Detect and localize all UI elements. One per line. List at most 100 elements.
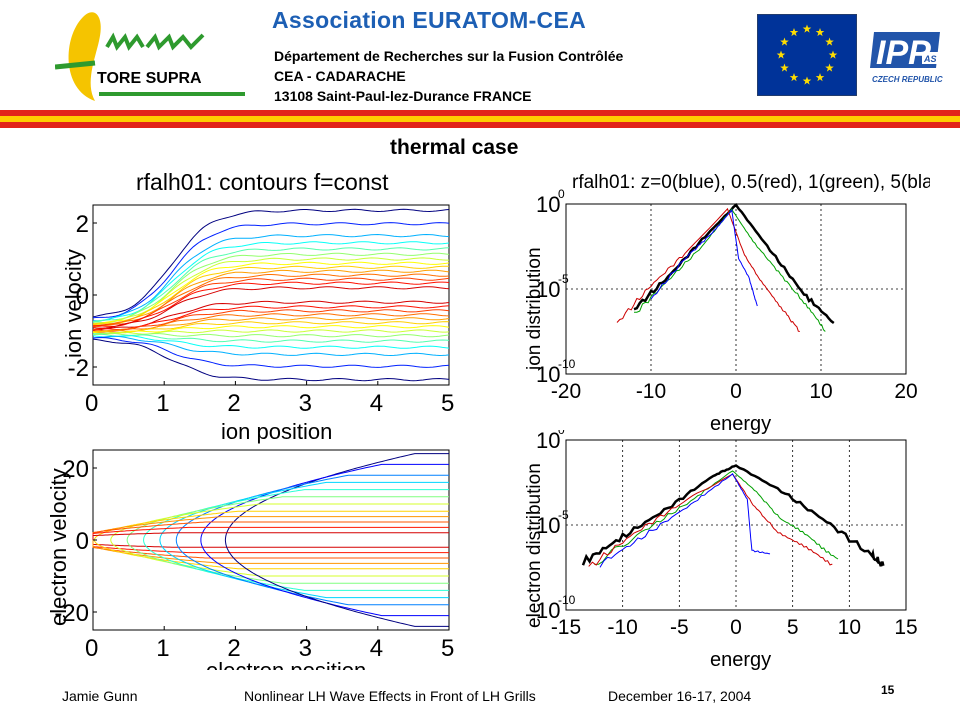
x-tick-label: -10 xyxy=(636,380,666,403)
distribution-series xyxy=(599,473,771,568)
contour-line xyxy=(92,332,450,338)
contour-line xyxy=(92,335,450,349)
x-tick-label: 10 xyxy=(838,616,861,639)
org-department: Département de Recherches sur la Fusion … xyxy=(274,48,624,64)
x-tick-label: 1 xyxy=(156,635,169,662)
y-tick-label: 0 xyxy=(76,283,89,310)
header-stripes xyxy=(0,110,960,128)
ion-contour-xlabel: ion position xyxy=(221,419,332,444)
contour-line xyxy=(92,222,450,319)
eu-star xyxy=(802,76,812,85)
x-tick-label: 10 xyxy=(809,380,832,403)
tore-supra-logo: TORE SUPRA xyxy=(55,12,245,101)
x-tick-label: -10 xyxy=(607,616,637,639)
electron-contour-plot: 0 1 2 3 4 5 -20 0 20 electron position electron … xyxy=(46,449,454,670)
y-tick-base: 10 xyxy=(536,430,560,453)
ion-contour-title: rfalh01: contours f=const xyxy=(136,169,389,195)
page-number: 15 xyxy=(881,683,895,697)
distribution-series xyxy=(581,464,885,567)
eu-star xyxy=(776,50,786,59)
ion-dist-xlabel: energy xyxy=(710,413,771,435)
contour-line xyxy=(92,325,450,335)
footer-talk-title: Nonlinear LH Wave Effects in Front of LH… xyxy=(244,688,536,704)
contour-line xyxy=(92,261,450,326)
electron-contour-xlabel: electron position xyxy=(206,658,366,670)
eu-star xyxy=(789,28,799,37)
distribution-series xyxy=(588,473,833,567)
x-tick-label: 0 xyxy=(730,616,742,639)
x-tick-label: 4 xyxy=(370,390,383,417)
ion-distribution-plot: rfalh01: z=0(blue), 0.5(red), 1(green), … xyxy=(524,172,930,435)
contour-line xyxy=(92,532,449,540)
eu-star xyxy=(815,73,825,82)
contour-line xyxy=(92,321,450,334)
org-title: Association EURATOM-CEA xyxy=(272,7,587,33)
contour-line xyxy=(110,540,449,577)
logo-text: TORE SUPRA xyxy=(97,70,202,87)
contour-line xyxy=(92,252,450,323)
x-tick-label: 5 xyxy=(787,616,799,639)
contour-line xyxy=(159,540,449,599)
y-tick-label: -2 xyxy=(68,355,89,382)
eu-star xyxy=(828,50,838,59)
contour-line xyxy=(92,208,450,318)
contour-line xyxy=(92,265,450,325)
eu-star xyxy=(780,37,789,46)
distribution-series xyxy=(633,208,826,332)
x-tick-label: 2 xyxy=(227,390,240,417)
contour-line xyxy=(92,338,450,382)
x-tick-label: -15 xyxy=(551,616,581,639)
y-tick-label: -20 xyxy=(54,600,89,627)
contour-line xyxy=(92,337,450,368)
x-tick-label: 0 xyxy=(85,635,98,662)
contour-line xyxy=(92,269,450,326)
contour-line xyxy=(92,309,450,332)
y-tick-base: 10 xyxy=(536,513,560,538)
contour-line xyxy=(159,481,449,540)
contour-line xyxy=(92,286,450,329)
eu-star xyxy=(780,63,789,72)
y-tick-label: 20 xyxy=(62,456,89,483)
contour-line xyxy=(92,247,450,323)
contour-line xyxy=(175,540,449,606)
x-tick-label: -5 xyxy=(670,616,689,639)
y-tick-base: 10 xyxy=(536,277,560,302)
x-tick-label: 3 xyxy=(299,390,312,417)
ipp-logo-sup: AS xyxy=(923,54,937,64)
x-tick-label: 1 xyxy=(156,390,169,417)
ipp-logo-text: IPP xyxy=(876,34,931,72)
y-tick-base: 10 xyxy=(536,598,560,623)
contour-line xyxy=(92,335,450,357)
slide-title: thermal case xyxy=(390,136,519,159)
x-tick-label: 5 xyxy=(441,390,454,417)
footer-date: December 16-17, 2004 xyxy=(608,688,752,704)
eu-star xyxy=(789,73,799,82)
distribution-series xyxy=(616,207,800,332)
y-tick-exponent: -10 xyxy=(558,357,576,371)
x-tick-label: 0 xyxy=(85,390,98,417)
ion-contour-ylabel: ion velocity xyxy=(61,249,86,358)
y-tick-label: 2 xyxy=(76,211,89,238)
distribution-series xyxy=(594,470,839,565)
stripe-red-2 xyxy=(0,122,960,128)
y-tick-exponent: -5 xyxy=(558,508,569,522)
distribution-series xyxy=(650,209,758,307)
contour-line xyxy=(93,540,449,570)
x-tick-label: 15 xyxy=(894,616,917,639)
eu-flag-icon xyxy=(757,14,857,96)
electron-dist-xlabel: energy xyxy=(710,649,771,670)
x-tick-label: -20 xyxy=(551,380,581,403)
y-tick-label: 0 xyxy=(76,528,89,555)
omega-logo xyxy=(68,12,101,101)
y-tick-exponent: 0 xyxy=(558,187,565,201)
ion-dist-ylabel: ion distribution xyxy=(524,247,545,370)
x-tick-label: 4 xyxy=(370,635,383,662)
stripe-red xyxy=(0,110,960,116)
contour-line xyxy=(92,277,450,327)
x-tick-label: 2 xyxy=(227,635,240,662)
ipp-logo-caption: CZECH REPUBLIC xyxy=(872,75,943,84)
org-address: 13108 Saint-Paul-lez-Durance FRANCE xyxy=(274,88,532,104)
contour-line xyxy=(92,317,450,334)
contour-line xyxy=(224,453,449,540)
footer-author: Jamie Gunn xyxy=(62,688,138,704)
